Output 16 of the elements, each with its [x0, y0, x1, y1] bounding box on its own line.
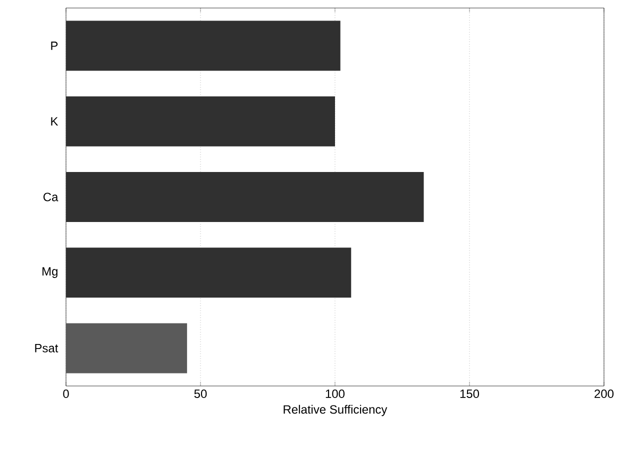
y-tick-label: Mg: [42, 267, 58, 278]
bar: [66, 323, 188, 374]
x-tick-label: 50: [194, 390, 207, 398]
bar: [66, 96, 335, 146]
bar: [66, 248, 352, 298]
x-tick-label: 150: [460, 390, 480, 398]
y-tick-label: Psat: [35, 344, 58, 352]
bar: [66, 172, 424, 222]
y-tick-label: P: [51, 42, 58, 50]
y-tick-label: Ca: [43, 192, 58, 202]
bar: [66, 20, 340, 71]
x-tick-label: 200: [594, 390, 614, 398]
y-tick-label: K: [51, 117, 58, 126]
x-tick-label: 0: [63, 390, 69, 398]
x-tick-label: 100: [326, 390, 345, 398]
x-axis-title: Relative Sufficiency: [284, 404, 388, 416]
